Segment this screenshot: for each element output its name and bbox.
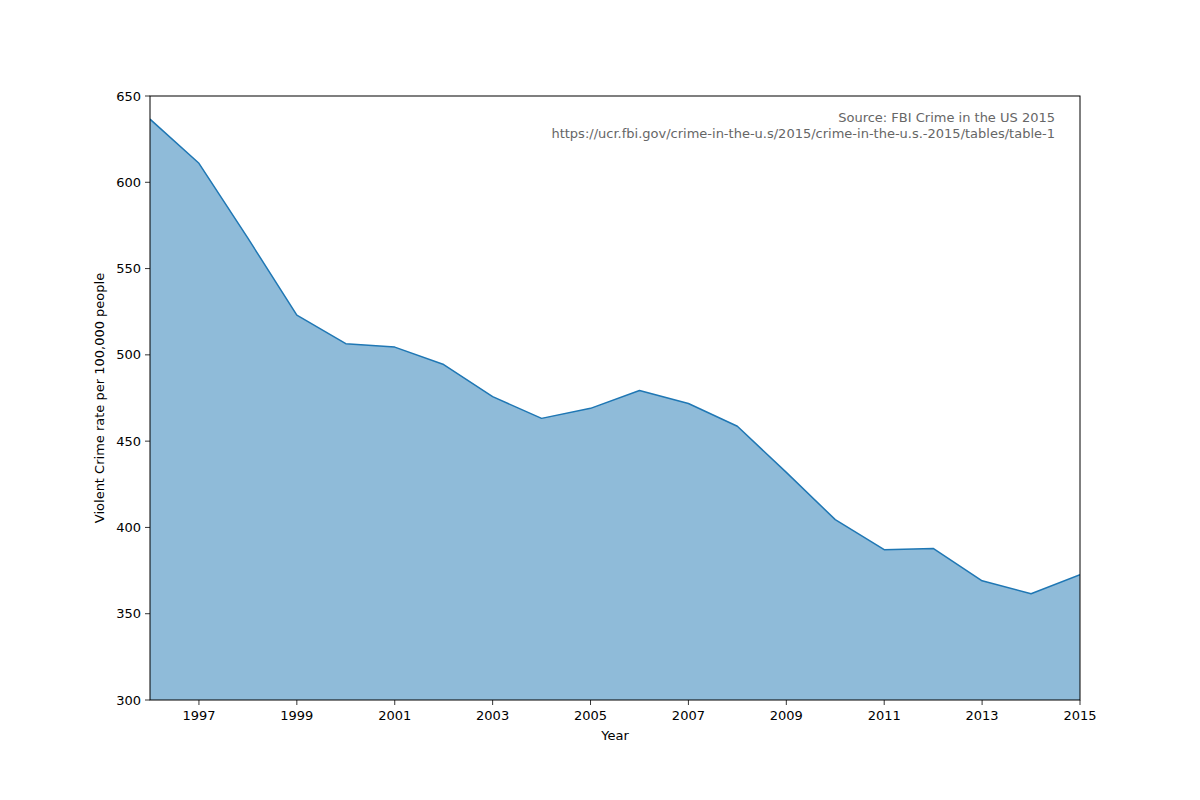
background	[0, 0, 1200, 800]
x-tick	[198, 700, 199, 705]
x-tick	[884, 700, 885, 705]
y-tick-label: 600	[116, 175, 141, 190]
x-tick-label: 2009	[770, 708, 803, 723]
y-tick-label: 550	[116, 261, 141, 276]
x-tick	[394, 700, 395, 705]
x-tick	[982, 700, 983, 705]
y-tick-label: 450	[116, 434, 141, 449]
area-line	[150, 119, 1080, 594]
data-group	[150, 119, 1080, 700]
y-tick-label: 350	[116, 606, 141, 621]
annotation: https://ucr.fbi.gov/crime-in-the-u.s/201…	[551, 126, 1055, 141]
annotation: Source: FBI Crime in the US 2015	[838, 110, 1055, 125]
x-tick-label: 1999	[280, 708, 313, 723]
y-tick-label: 500	[116, 347, 141, 362]
x-tick-label: 2015	[1063, 708, 1096, 723]
x-tick-label: 2011	[868, 708, 901, 723]
y-tick	[145, 700, 150, 701]
x-tick-label: 2001	[378, 708, 411, 723]
x-tick	[786, 700, 787, 705]
chart-svg: 1997 1999 2001 2003 2005 2007 2009 2011 2013 2015…	[0, 0, 1200, 800]
chart-container: 1997 1999 2001 2003 2005 2007 2009 2011 2013 2015…	[0, 0, 1200, 800]
y-axis-label: Violent Crime rate per 100,000 people	[92, 273, 107, 523]
y-tick	[145, 613, 150, 614]
x-tick	[590, 700, 591, 705]
y-tick	[145, 182, 150, 183]
y-tick	[145, 354, 150, 355]
x-tick-label: 1997	[182, 708, 215, 723]
x-tick-label: 2005	[574, 708, 607, 723]
x-tick	[492, 700, 493, 705]
y-tick	[145, 527, 150, 528]
x-tick-label: 2013	[966, 708, 999, 723]
x-tick	[1080, 700, 1081, 705]
x-tick-label: 2003	[476, 708, 509, 723]
y-tick-label: 400	[116, 520, 141, 535]
x-axis-label: Year	[600, 728, 629, 743]
area-fill	[150, 119, 1080, 700]
x-tick	[688, 700, 689, 705]
y-tick	[145, 96, 150, 97]
y-tick-label: 300	[116, 693, 141, 708]
y-tick-label: 650	[116, 89, 141, 104]
y-tick	[145, 268, 150, 269]
x-tick-label: 2007	[672, 708, 705, 723]
x-tick	[296, 700, 297, 705]
y-tick	[145, 441, 150, 442]
plot-frame	[150, 96, 1080, 700]
